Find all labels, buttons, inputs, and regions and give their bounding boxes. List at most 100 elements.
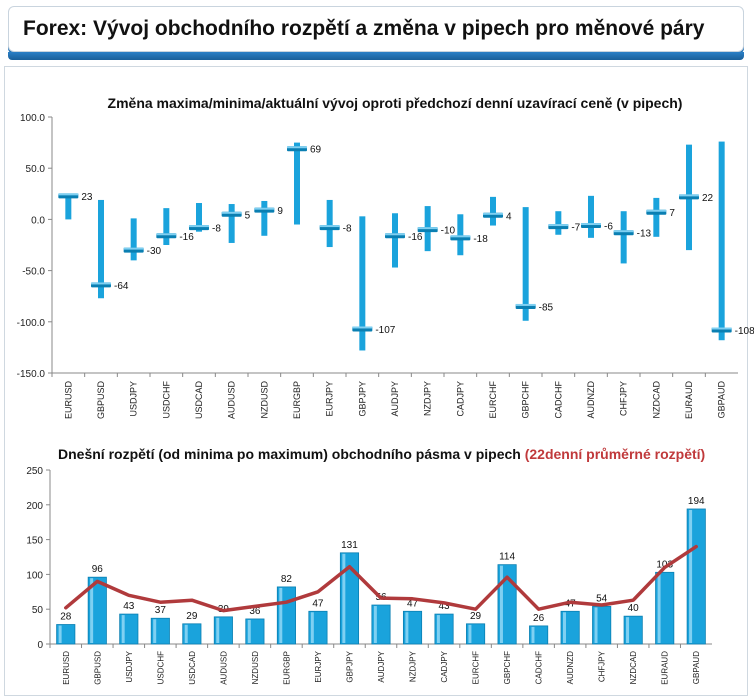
chart2-bar-highlight <box>594 607 598 643</box>
chart1-data-label: -108 <box>735 326 754 337</box>
chart1-x-tick-label: CHFJPY <box>619 381 629 416</box>
chart1-data-label: -6 <box>604 222 613 233</box>
chart1-y-tick-label: -150.0 <box>17 369 46 380</box>
chart2-data-label: 54 <box>596 593 608 604</box>
chart1-x-tick-label: NZDUSD <box>259 381 269 419</box>
chart1-x-tick-label: GBPCHF <box>521 381 531 419</box>
chart2-data-label: 29 <box>470 611 482 622</box>
chart2-title: Dnešní rozpětí (od minima po maximum) ob… <box>58 446 705 462</box>
chart1-range-bar <box>65 194 72 220</box>
chart1-x-tick-label: CADJPY <box>455 381 465 417</box>
chart1-range-bar <box>620 211 627 264</box>
chart1-current-marker-highlight <box>581 223 601 226</box>
chart1-x-tick-label: CADCHF <box>553 380 563 418</box>
chart2-bar-highlight <box>405 612 409 643</box>
chart2-bar-highlight <box>310 612 314 643</box>
chart1-current-marker-highlight <box>450 235 471 238</box>
chart2-bar-highlight <box>626 617 630 643</box>
chart2-x-tick-label: EURUSD <box>62 651 71 685</box>
chart1-x-tick-label: AUDUSD <box>227 381 237 420</box>
chart1-current-marker-highlight <box>483 212 503 215</box>
chart2-x-tick-label: USDCAD <box>188 651 197 685</box>
chart1-current-marker-highlight <box>58 193 79 196</box>
chart1-x-tick-label: NZDCAD <box>651 381 661 419</box>
chart2-x-tick-label: GBPUSD <box>93 651 102 685</box>
chart2-data-label: 103 <box>656 559 673 570</box>
chart1-x-tick-label: GBPUSD <box>96 381 106 420</box>
chart2-x-tick-label: CHFJPY <box>598 650 607 682</box>
chart2-x-tick-label: AUDJPY <box>377 650 386 682</box>
chart2-bar-highlight <box>184 624 188 643</box>
chart1-range-bar <box>359 216 366 351</box>
chart2-bar-highlight <box>58 625 62 643</box>
page-header: Forex: Vývoj obchodního rozpětí a změna … <box>8 6 744 52</box>
chart2-data-label: 96 <box>92 564 104 575</box>
chart1-range-bar <box>294 142 300 225</box>
chart2-bar-highlight <box>121 615 125 643</box>
chart1-data-label: -30 <box>147 246 162 257</box>
chart2-data-label: 194 <box>688 496 705 507</box>
chart1-current-marker-highlight <box>319 225 340 228</box>
chart2-data-label: 40 <box>628 603 640 614</box>
chart1-current-marker-highlight <box>548 224 569 227</box>
chart1-current-marker-highlight <box>679 194 699 197</box>
chart1-x-tick-label: GBPJPY <box>357 381 367 417</box>
chart1-x-tick-label: EURGBP <box>292 381 302 419</box>
chart1-data-label: -8 <box>343 224 352 235</box>
chart1-current-marker-highlight <box>352 326 373 329</box>
chart2-data-label: 28 <box>60 612 72 623</box>
chart2-y-tick-label: 200 <box>26 501 43 512</box>
chart1-range-bar <box>326 199 333 248</box>
chart1-range-bar <box>392 213 398 268</box>
chart2-x-tick-label: EURCHF <box>472 651 481 684</box>
chart1-x-tick-label: EURAUD <box>684 381 694 420</box>
chart1-range-bar <box>457 214 464 256</box>
chart1-data-label: 4 <box>506 211 512 222</box>
chart1-range-bar <box>653 197 660 237</box>
chart2-data-label: 29 <box>186 611 198 622</box>
chart1-current-marker-highlight <box>613 230 634 233</box>
chart1-range-bar <box>196 203 202 232</box>
chart1-data-label: 7 <box>669 208 675 219</box>
chart1-range-bar <box>228 204 235 243</box>
chart1-y-tick-label: -50.0 <box>22 267 45 278</box>
chart1-x-tick-label: EURCHF <box>488 380 498 418</box>
chart2-bar-highlight <box>689 509 693 643</box>
chart2-x-tick-label: GBPCHF <box>503 651 512 684</box>
chart1-x-tick-label: GBPAUD <box>717 381 727 419</box>
charts-panel <box>4 66 748 696</box>
chart1-range-bar <box>718 141 725 341</box>
chart2-data-label: 37 <box>155 605 167 616</box>
chart1-data-label: -85 <box>539 302 554 313</box>
chart2-average-line <box>64 544 698 613</box>
chart2-x-tick-label: GBPJPY <box>345 650 354 682</box>
chart1-x-tick-label: USDCHF <box>161 380 171 418</box>
chart1-x-tick-label: EURJPY <box>325 381 335 417</box>
chart2-y-tick-label: 100 <box>26 570 43 581</box>
chart2-y-tick-label: 50 <box>32 605 44 616</box>
chart1-range-bar <box>522 207 529 321</box>
chart1-current-marker-highlight <box>417 227 438 230</box>
chart2-x-tick-label: EURAUD <box>661 651 670 685</box>
chart1-x-tick-label: AUDJPY <box>390 381 400 417</box>
chart1-range-bar <box>555 211 562 235</box>
chart1-x-tick-label: EURUSD <box>63 381 73 420</box>
chart1-data-label: 69 <box>310 145 322 156</box>
chart2-title-main: Dnešní rozpětí (od minima po maximum) ob… <box>58 446 525 462</box>
chart1-data-label: 5 <box>245 210 251 221</box>
chart1-data-label: -64 <box>114 281 129 292</box>
chart2-bar-highlight <box>373 606 377 643</box>
chart1-range-bar <box>98 199 104 299</box>
chart1-range-bar <box>490 196 496 226</box>
chart1-range-bar <box>261 200 268 236</box>
chart1-data-label: -16 <box>179 232 194 243</box>
chart1-title: Změna maxima/minima/aktuální vývoj oprot… <box>108 95 683 111</box>
chart2-bar-highlight <box>247 619 251 643</box>
chart2-data-label: 131 <box>341 540 358 551</box>
chart1-x-tick-label: AUDNZD <box>586 381 596 419</box>
chart1-current-marker-highlight <box>123 247 144 250</box>
chart1-data-label: 22 <box>702 193 714 204</box>
chart1-x-tick-label: USDCAD <box>194 381 204 420</box>
chart2-data-label: 43 <box>438 601 450 612</box>
